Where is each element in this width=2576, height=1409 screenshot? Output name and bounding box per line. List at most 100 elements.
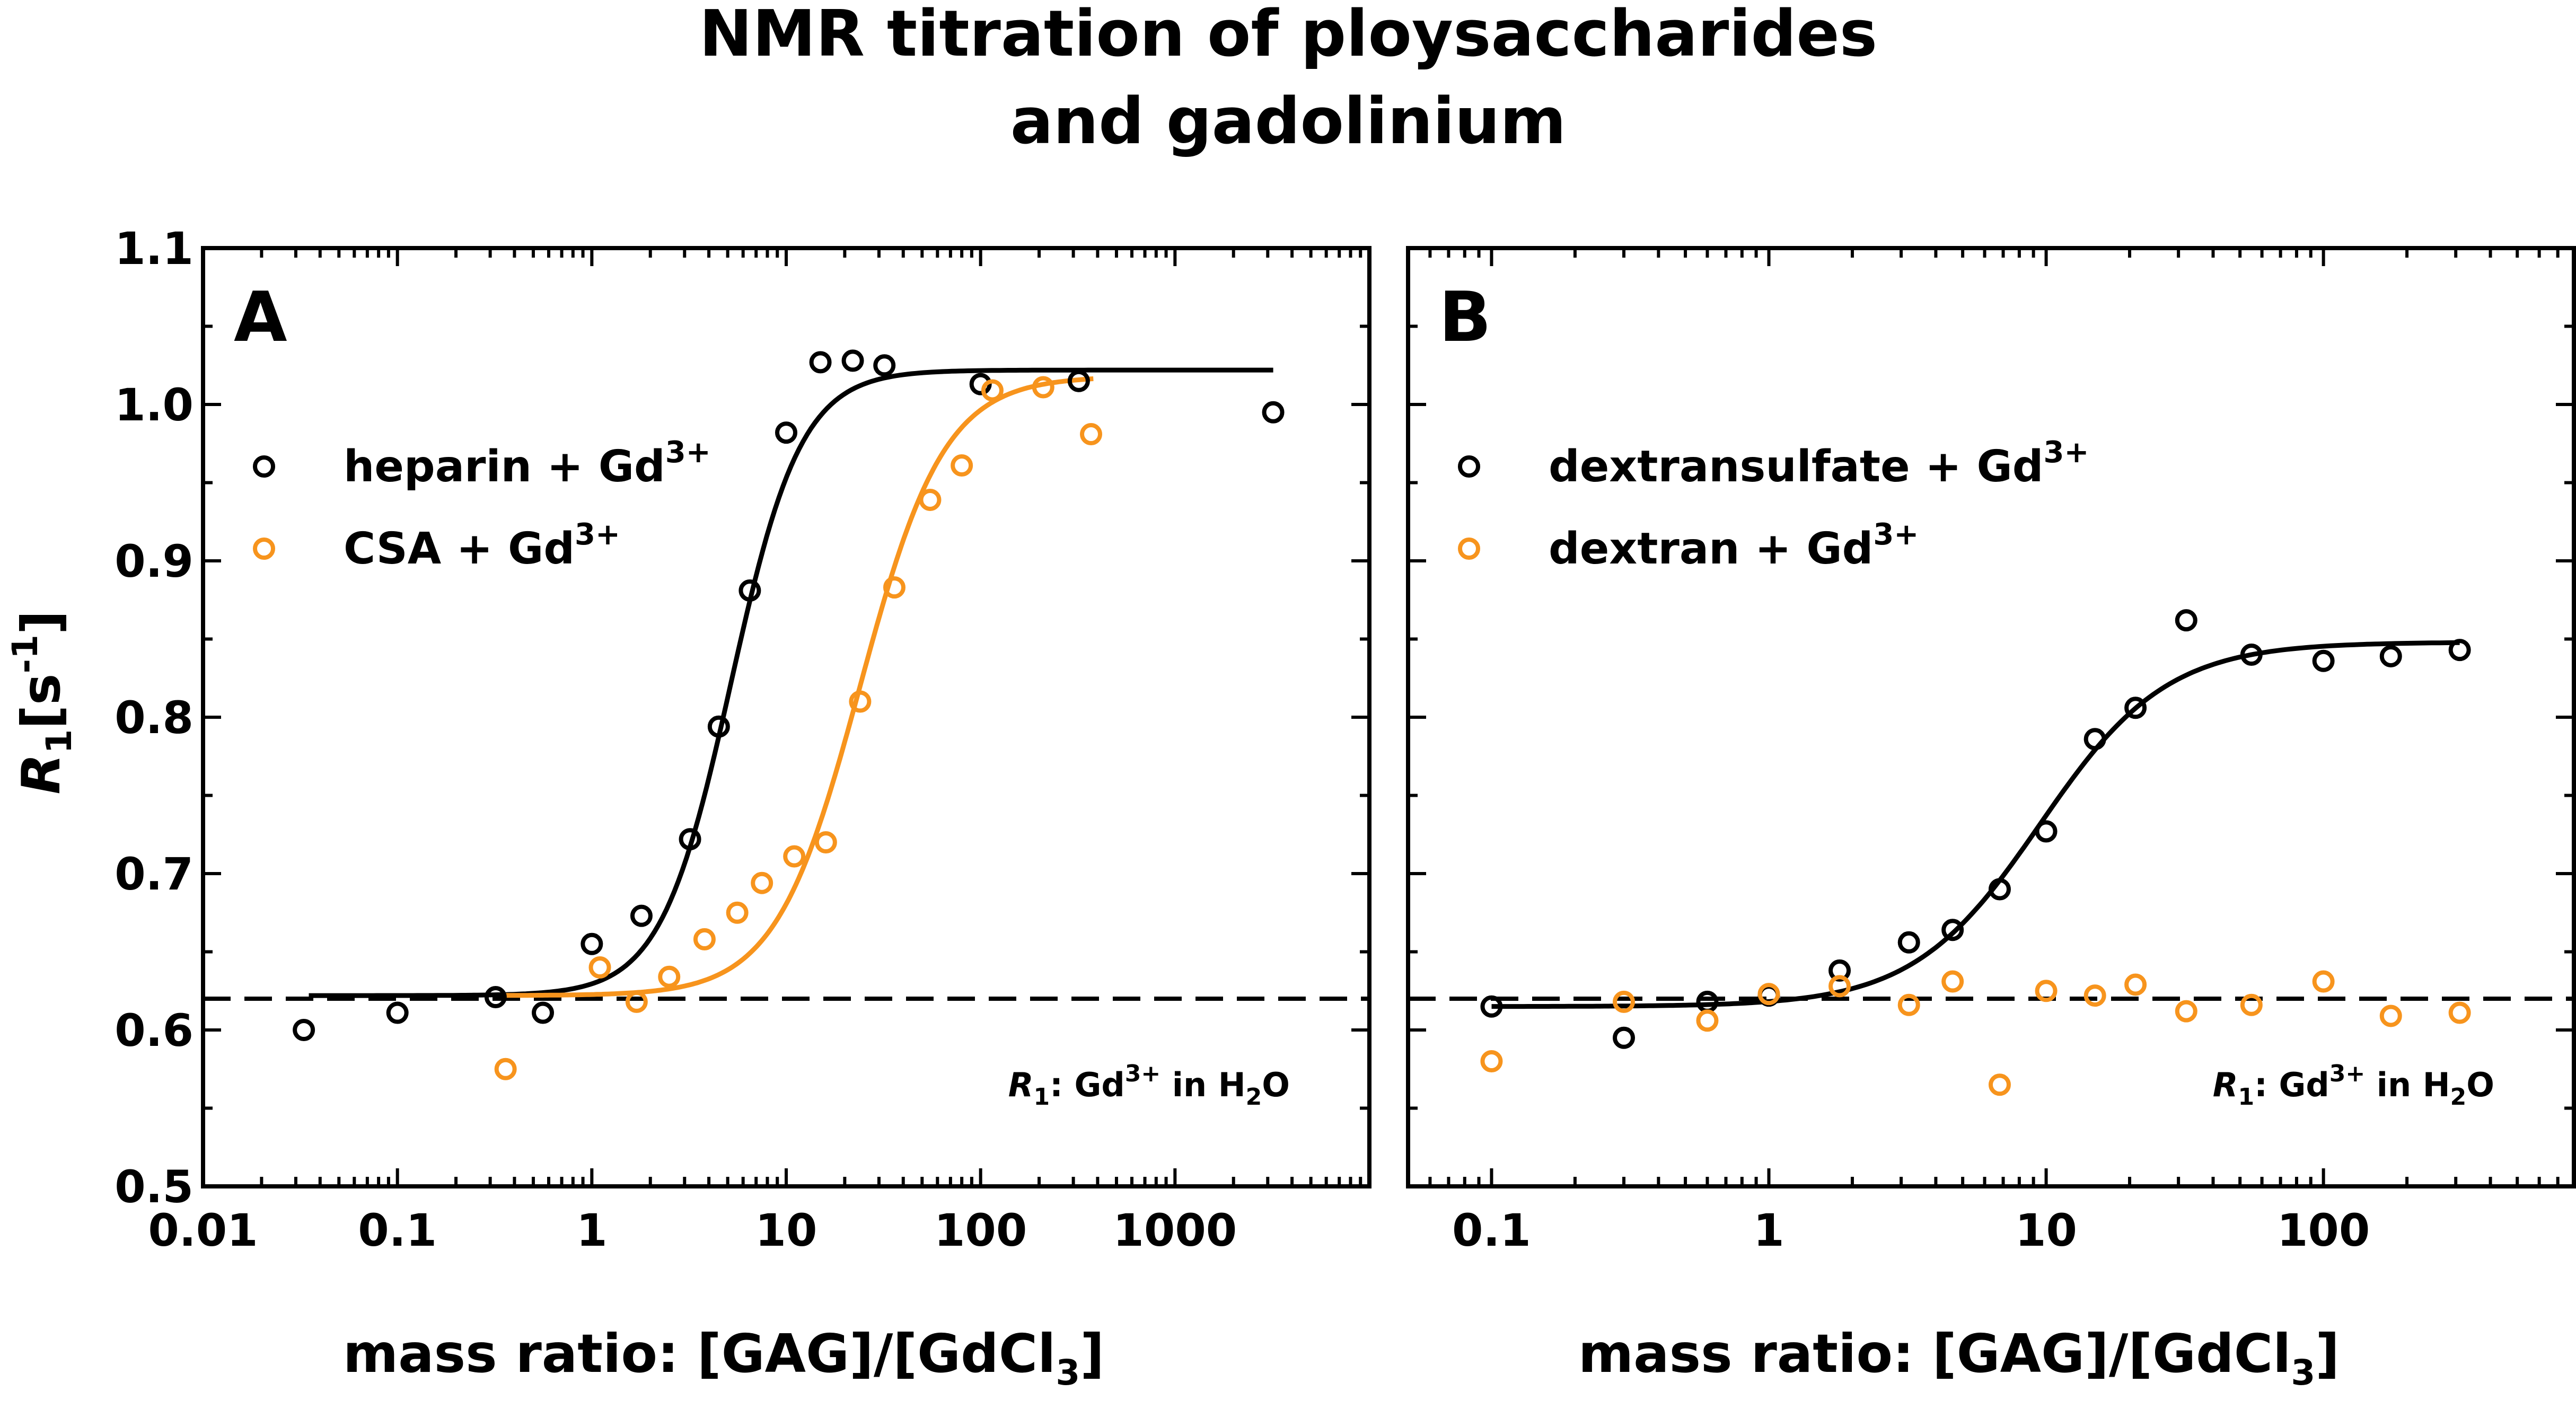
data-point-CSA [625, 990, 648, 1013]
ref-label-end: O [1262, 1065, 1290, 1104]
data-point-dextransulfate [2083, 728, 2106, 751]
legend-label-dextransulfate: dextransulfate + Gd3+ [1549, 435, 2089, 492]
data-point-CSA [1032, 376, 1054, 399]
data-point-dextransulfate [1988, 878, 2011, 901]
ref-label-mid: in H [2365, 1065, 2450, 1104]
figure-title: NMR titration of ploysaccharides and gad… [699, 0, 1877, 158]
data-point-dextransulfate [2035, 820, 2058, 843]
legend-label-main: dextransulfate + Gd [1549, 442, 2043, 492]
data-point-dextran [2124, 973, 2147, 996]
x-axis-label-b: mass ratio: [GAG]/[GdCl3] [1578, 1323, 2340, 1393]
data-point-dextran [1988, 1073, 2011, 1096]
data-point-dextransulfate [2379, 645, 2402, 667]
data-point-dextran [1897, 993, 1920, 1016]
plot-frame-b [1406, 246, 2576, 1188]
legend-label-sup: 3+ [665, 435, 711, 470]
panel-a: 0.01 0.1 1 10 100 10000.50.60.70.80.91.01.1R1… [115, 223, 1371, 1256]
legend-label-main: heparin + Gd [344, 442, 665, 492]
legend-marker-dextran [1458, 538, 1480, 560]
data-point-dextransulfate [2312, 649, 2335, 672]
data-point-dextran [2083, 984, 2106, 1007]
data-point-dextransulfate [1897, 931, 1920, 954]
y-tick-label: 1.0 [115, 379, 194, 431]
data-point-CSA [981, 379, 1004, 402]
data-point-heparin [532, 1001, 555, 1024]
legend-label-sup: 3+ [2043, 435, 2089, 470]
title-line-1: NMR titration of ploysaccharides [699, 0, 1877, 71]
ref-label-colon: : Gd [2254, 1065, 2329, 1104]
ref-label-sub: 1 [1033, 1084, 1050, 1111]
data-point-dextran [2240, 993, 2263, 1016]
data-point-dextran [1613, 990, 1636, 1013]
data-point-dextransulfate [1480, 995, 1503, 1018]
x-tick-label-a: 1000 [1113, 1204, 1237, 1256]
y-tick-label: 1.1 [115, 223, 194, 275]
svg-text:R1[s-1]: R1[s-1] [5, 610, 80, 794]
x-tick-label-b: 100 [2277, 1204, 2370, 1256]
data-point-CSA [693, 928, 716, 950]
data-point-heparin [386, 1001, 409, 1024]
data-point-heparin [581, 932, 603, 955]
panel-letter-a: A [234, 277, 287, 357]
legend-marker-heparin [253, 455, 275, 478]
data-point-heparin [707, 715, 730, 738]
ref-label-sup: 3+ [1125, 1060, 1160, 1087]
x-label-b-main: mass ratio: [GAG]/[GdCl [1578, 1323, 2291, 1385]
x-tick-label-a: 0.01 [148, 1204, 258, 1256]
x-tick-label-a: 1 [576, 1204, 607, 1256]
y-label-sup: -1 [5, 635, 46, 673]
data-point-CSA [588, 956, 611, 979]
ref-label-sub2: 2 [2450, 1084, 2467, 1111]
data-point-CSA [726, 901, 749, 924]
ref-label-colon: : Gd [1050, 1065, 1125, 1104]
data-point-dextransulfate [2240, 644, 2263, 666]
x-tick-label-b: 0.1 [1452, 1204, 1531, 1256]
x-label-b-sub: 3 [2291, 1352, 2315, 1393]
data-point-heparin [969, 373, 992, 395]
data-point-dextran [1696, 1009, 1719, 1032]
data-point-CSA [951, 454, 973, 477]
fit-curve-heparin [309, 367, 1273, 998]
data-point-dextran [2312, 970, 2335, 993]
x-tick-label-a: 0.1 [358, 1204, 437, 1256]
plot-frame-a [201, 246, 1371, 1188]
data-point-heparin [775, 421, 797, 444]
data-point-dextran [2448, 1001, 2471, 1024]
ref-label-mid: in H [1160, 1065, 1245, 1104]
data-point-CSA [1080, 423, 1103, 446]
x-tick-label-b: 10 [2015, 1204, 2077, 1256]
x-label-a-close: ] [1080, 1323, 1104, 1385]
data-point-dextran [2175, 1000, 2197, 1023]
data-point-dextransulfate [1696, 990, 1719, 1013]
reference-label-a: R1: Gd3+ in H2O [1008, 1060, 1290, 1111]
ref-label-sub: 1 [2238, 1084, 2254, 1111]
legend-label-CSA: CSA + Gd3+ [344, 517, 620, 574]
y-tick-label: 0.5 [115, 1161, 194, 1213]
data-point-dextran [1480, 1050, 1503, 1072]
data-point-heparin [630, 904, 653, 927]
data-point-heparin [484, 986, 507, 1009]
data-point-dextran [1828, 975, 1851, 998]
x-axis-label-a: mass ratio: [GAG]/[GdCl3] [343, 1323, 1104, 1393]
data-point-dextransulfate [2175, 609, 2197, 632]
data-point-dextransulfate [2448, 639, 2471, 662]
legend-label-sup: 3+ [1873, 517, 1919, 552]
y-tick-label: 0.9 [115, 535, 194, 587]
legend-label-dextran: dextran + Gd3+ [1549, 517, 1919, 574]
data-point-dextransulfate [1941, 919, 1964, 941]
data-point-CSA [783, 845, 806, 868]
data-point-heparin [841, 349, 864, 372]
reference-label-b: R1: Gd3+ in H2O [2213, 1060, 2494, 1111]
x-label-a-main: mass ratio: [GAG]/[GdCl [343, 1323, 1056, 1385]
ref-label-sym: R [2213, 1065, 2238, 1104]
data-point-heparin [1067, 369, 1090, 392]
y-label-unit-close: ] [10, 610, 72, 635]
x-tick-label-a: 100 [934, 1204, 1027, 1256]
y-axis-label: R1[s-1] [5, 610, 80, 794]
data-point-CSA [494, 1058, 517, 1080]
legend-marker-dextransulfate [1458, 455, 1480, 478]
x-tick-label-a: 10 [755, 1204, 817, 1256]
data-point-dextran [1757, 983, 1780, 1006]
